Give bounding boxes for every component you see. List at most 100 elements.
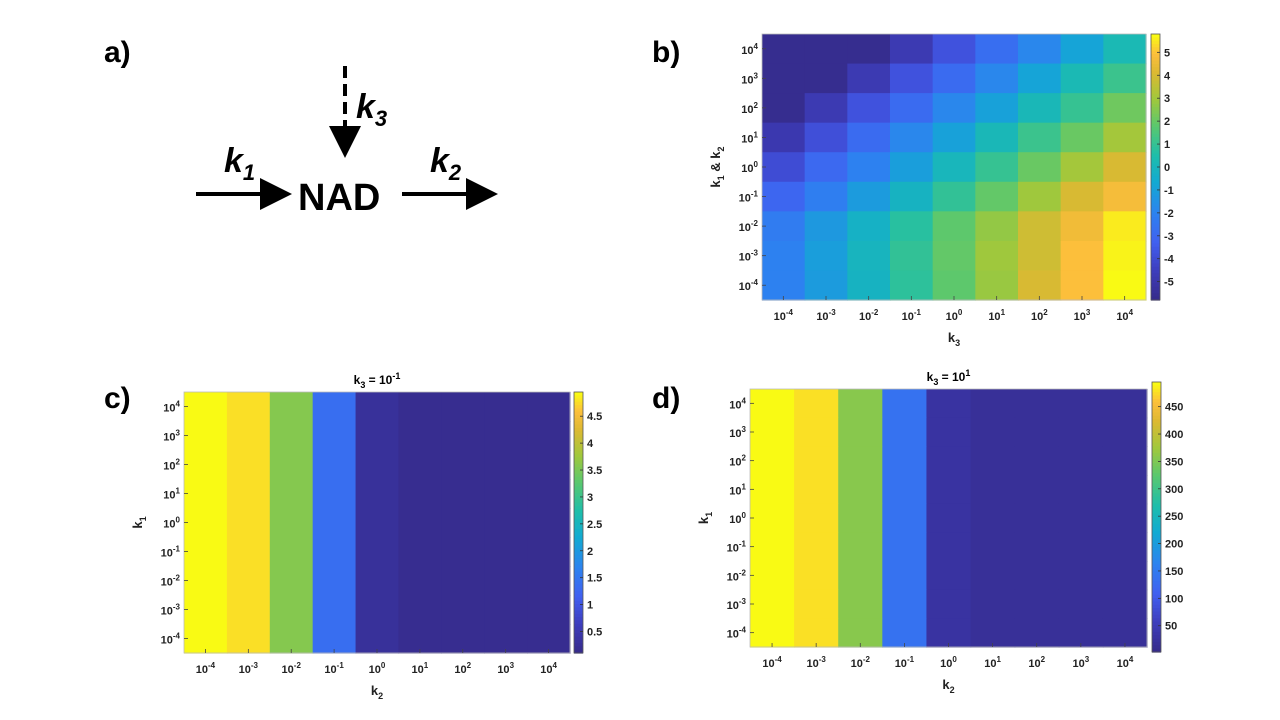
heatmap-cell [1058, 417, 1104, 447]
heatmap-cell [398, 421, 442, 451]
colorbar-segment [1152, 608, 1161, 613]
heatmap-cell [838, 417, 883, 447]
colorbar-segment [1151, 37, 1160, 42]
x-tick-label: 103 [1072, 655, 1089, 670]
colorbar-segment [574, 408, 583, 413]
colorbar-segment [574, 427, 583, 432]
heatmap-cell [312, 392, 357, 422]
heatmap-cell [269, 537, 314, 567]
colorbar-segment [1152, 554, 1161, 559]
heatmap-cell [926, 389, 972, 419]
colorbar-segment [574, 584, 583, 589]
nad-label: NAD [298, 177, 380, 219]
colorbar-segment [1152, 523, 1161, 528]
colorbar-segment [574, 424, 583, 429]
colorbar-segment [1152, 577, 1161, 582]
heatmap-cell [926, 532, 972, 562]
heatmap-cell [970, 417, 1016, 447]
colorbar-segment [574, 509, 583, 514]
colorbar-segment [574, 623, 583, 628]
heatmap-cell [441, 537, 485, 567]
colorbar-segment [574, 620, 583, 625]
heatmap-cell [1102, 417, 1148, 447]
colorbar-segment [1151, 137, 1160, 141]
colorbar-segment [1151, 190, 1160, 195]
colorbar-segment [1151, 276, 1160, 281]
y-tick-label: 10-2 [727, 568, 747, 583]
colorbar-segment [574, 473, 583, 478]
colorbar-tick-label: 2 [587, 546, 593, 558]
colorbar-segment [1151, 203, 1160, 208]
x-tick-label: 10-4 [762, 655, 782, 670]
heatmap-cell [794, 618, 839, 648]
heatmap-cell [750, 589, 795, 619]
colorbar-tick-label: 100 [1165, 593, 1183, 605]
colorbar-segment [1152, 432, 1161, 437]
heatmap-cell [847, 34, 891, 65]
y-axis-label: k1 [130, 516, 148, 528]
heatmap-cell [398, 508, 442, 538]
heatmap-cell [1060, 34, 1104, 65]
colorbar-segment [574, 630, 583, 635]
heatmap-cell [398, 566, 442, 596]
heatmap-cell [1018, 211, 1062, 242]
heatmap-cell [1014, 446, 1060, 476]
colorbar-segment [1151, 260, 1160, 265]
k2-label: k2 [430, 142, 462, 185]
heatmap-cell [484, 537, 528, 567]
colorbar-segment [1152, 591, 1161, 596]
colorbar-tick-label: 200 [1165, 539, 1183, 551]
heatmap-cell [882, 561, 928, 591]
colorbar-tick-label: 50 [1165, 621, 1177, 633]
heatmap-cell [932, 34, 976, 65]
heatmap-cell [1102, 475, 1148, 505]
colorbar-segment [1152, 614, 1161, 619]
colorbar-segment [574, 411, 583, 416]
heatmap-cell [926, 475, 972, 505]
colorbar-segment [1152, 442, 1161, 447]
heatmap-cell [804, 181, 848, 212]
heatmap-cell [269, 595, 314, 625]
heatmap-cell [970, 475, 1016, 505]
colorbar-segment [574, 610, 583, 615]
colorbar-segment [574, 564, 583, 569]
colorbar-segment [574, 519, 583, 524]
heatmap-cell [1014, 618, 1060, 648]
colorbar-segment [1151, 77, 1160, 82]
heatmap-cell [226, 624, 271, 654]
heatmap-cell [794, 589, 839, 619]
colorbar-segment [1152, 469, 1161, 474]
colorbar-tick-label: 3.5 [587, 465, 602, 477]
x-tick-label: 10-2 [859, 308, 879, 323]
colorbar-segment [1152, 402, 1161, 407]
colorbar-segment [1152, 503, 1161, 508]
colorbar-segment [1152, 584, 1161, 589]
x-tick-label: 10-2 [282, 661, 302, 676]
heatmap-cell [441, 421, 485, 451]
y-tick-label: 10-1 [727, 540, 747, 555]
colorbar-segment [574, 480, 583, 484]
colorbar-segment [1152, 422, 1161, 427]
colorbar-segment [574, 555, 583, 559]
colorbar-segment [574, 499, 583, 504]
heatmap-cell [750, 446, 795, 476]
y-tick-label: 10-3 [739, 249, 759, 264]
colorbar-segment [574, 649, 583, 654]
heatmap-cell [970, 561, 1016, 591]
y-axis-label: k1 [696, 512, 714, 524]
colorbar-segment [1152, 533, 1161, 538]
colorbar-segment [574, 457, 583, 462]
colorbar-segment [1151, 263, 1160, 268]
colorbar-segment [1152, 625, 1161, 629]
x-tick-label: 103 [1074, 308, 1091, 323]
heatmap-cell [312, 508, 357, 538]
heatmap-cell [441, 450, 485, 480]
heatmap-cell [762, 63, 806, 94]
colorbar-tick-label: 4 [587, 438, 594, 450]
colorbar-tick-label: 0 [1164, 162, 1170, 174]
colorbar-segment [574, 418, 583, 422]
y-tick-label: 102 [163, 458, 180, 473]
colorbar-segment [574, 398, 583, 403]
heatmap-cell [750, 389, 795, 419]
heatmap-cell [1060, 211, 1104, 242]
